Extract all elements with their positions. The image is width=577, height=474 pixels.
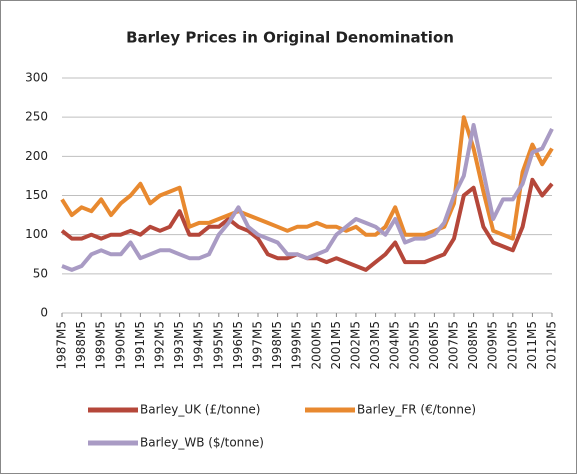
x-tick-label: 1990M5 — [113, 321, 127, 370]
x-tick-label: 2010M5 — [505, 321, 519, 370]
x-tick-label: 2002M5 — [349, 321, 363, 370]
y-tick-label: 300 — [25, 71, 48, 85]
x-tick-label: 2005M5 — [407, 321, 421, 370]
y-tick-label: 200 — [25, 149, 48, 163]
x-tick-label: 1991M5 — [133, 321, 147, 370]
x-tick-label: 1993M5 — [172, 321, 186, 370]
x-tick-label: 1996M5 — [231, 321, 245, 370]
x-tick-label: 1995M5 — [211, 321, 225, 370]
x-tick-label: 1989M5 — [94, 321, 108, 370]
x-tick-label: 1987M5 — [55, 321, 69, 370]
x-tick-label: 1992M5 — [153, 321, 167, 370]
legend-label: Barley_UK (£/tonne) — [140, 403, 261, 417]
legend-label: Barley_WB ($/tonne) — [140, 436, 264, 450]
y-tick-label: 50 — [33, 266, 48, 280]
y-tick-label: 150 — [25, 188, 48, 202]
x-tick-label: 2000M5 — [309, 321, 323, 370]
y-tick-label: 0 — [40, 306, 48, 320]
x-tick-label: 2008M5 — [466, 321, 480, 370]
x-tick-label: 2012M5 — [545, 321, 559, 370]
x-tick-label: 2001M5 — [329, 321, 343, 370]
chart-title: Barley Prices in Original Denomination — [126, 29, 454, 47]
y-tick-label: 250 — [25, 110, 48, 124]
x-tick-label: 1988M5 — [74, 321, 88, 370]
x-tick-label: 2011M5 — [525, 321, 539, 370]
x-tick-label: 1999M5 — [290, 321, 304, 370]
x-tick-label: 2006M5 — [427, 321, 441, 370]
legend-label: Barley_FR (€/tonne) — [357, 403, 476, 417]
x-tick-label: 1994M5 — [192, 321, 206, 370]
x-tick-label: 2009M5 — [486, 321, 500, 370]
y-tick-label: 100 — [25, 227, 48, 241]
x-tick-label: 2003M5 — [368, 321, 382, 370]
x-tick-label: 1998M5 — [270, 321, 284, 370]
series-line — [61, 123, 554, 272]
x-tick-label: 2004M5 — [388, 321, 402, 370]
x-tick-label: 2007M5 — [447, 321, 461, 370]
x-tick-label: 1997M5 — [251, 321, 265, 370]
